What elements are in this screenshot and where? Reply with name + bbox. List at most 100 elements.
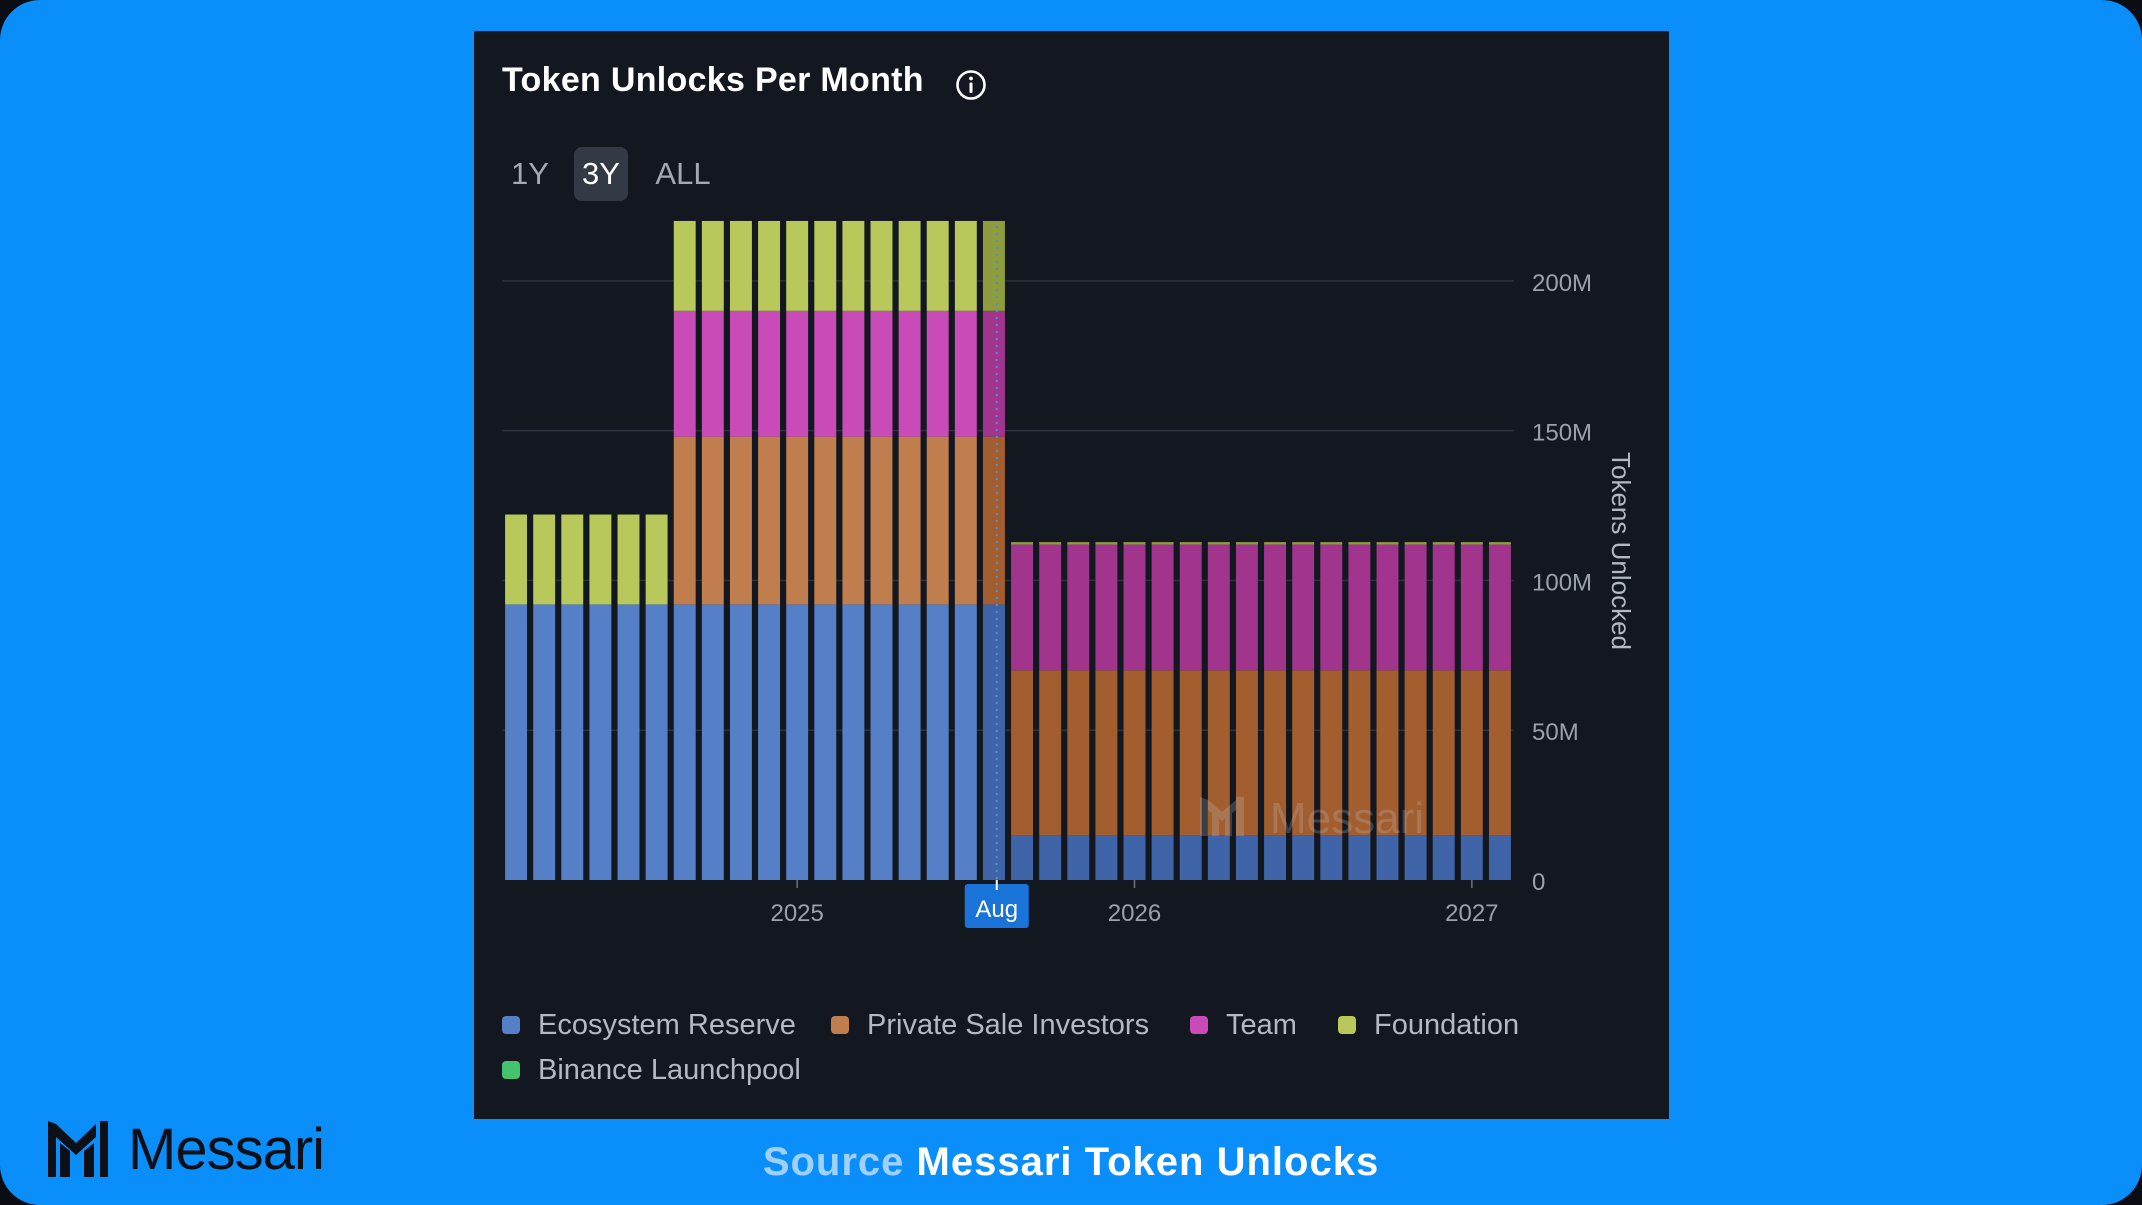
x-tick-label: 2026 (1108, 900, 1161, 927)
bar-segment (898, 436, 921, 605)
bar-segment (1264, 835, 1287, 880)
legend-item-foundation[interactable]: Foundation (1338, 1007, 1519, 1043)
bar-segment (1432, 670, 1455, 836)
bar-segment (1264, 670, 1287, 836)
legend-label: Binance Launchpool (538, 1053, 801, 1086)
bar-segment (645, 514, 668, 605)
source-name[interactable]: Messari Token Unlocks (916, 1140, 1380, 1184)
bar-segment (898, 604, 921, 880)
legend-item-team[interactable]: Team (1190, 1007, 1297, 1043)
y-tick-label: 0 (1532, 869, 1545, 896)
bar-segment (926, 310, 949, 437)
bar-segment (982, 220, 1005, 311)
bar-segment (786, 220, 809, 311)
bar-segment (842, 604, 865, 880)
bar-segment (954, 436, 977, 605)
bar-segment (842, 220, 865, 311)
legend-item-ecosystem-reserve[interactable]: Ecosystem Reserve (502, 1007, 796, 1043)
stacked-bar-chart: 0 50M 100M 150M 200M Tokens Unlocked 2025 2026 2… (502, 220, 1636, 928)
bar-segment (1207, 542, 1230, 545)
bar-segment (926, 604, 949, 880)
legend-label: Team (1226, 1008, 1297, 1041)
legend-label: Foundation (1374, 1008, 1520, 1041)
source-caption: Source Messari Token Unlocks (0, 1140, 2142, 1185)
legend-item-binance-launchpool[interactable]: Binance Launchpool (502, 1052, 801, 1088)
bar-segment (1488, 542, 1511, 545)
bar-segment (1151, 542, 1174, 545)
bar-segment (1039, 542, 1062, 545)
bar-segment (701, 604, 724, 880)
range-3y-button[interactable]: 3Y (574, 147, 628, 201)
y-axis-title: Tokens Unlocked (1606, 452, 1636, 650)
bar-segment (1179, 542, 1202, 545)
bar-segment (673, 604, 696, 880)
bar-segment (645, 604, 668, 880)
bar-segment (1432, 544, 1455, 671)
bar-segment (729, 604, 752, 880)
bar-segment (1095, 670, 1118, 836)
bar-segment (1264, 542, 1287, 545)
bar-segment (1292, 542, 1315, 545)
y-tick-label: 150M (1532, 420, 1592, 447)
bar-segment (1235, 544, 1258, 671)
bar-segment (814, 220, 837, 311)
bar-segment (1292, 544, 1315, 671)
bar-segment (1292, 670, 1315, 836)
bar-segment (982, 310, 1005, 437)
bar-segment (1460, 670, 1483, 836)
bar-segment (701, 220, 724, 311)
bar-segment (786, 604, 809, 880)
x-tick-label: 2025 (770, 900, 823, 927)
bar-segment (814, 436, 837, 605)
bar-segment (1151, 835, 1174, 880)
bar-segment (1039, 544, 1062, 671)
y-tick-label: 50M (1532, 719, 1579, 746)
current-date-badge (964, 884, 1029, 928)
legend-item-private-sale-investors[interactable]: Private Sale Investors (831, 1007, 1149, 1043)
bar-segment (1151, 670, 1174, 836)
bar-segment (1460, 835, 1483, 880)
bar-segment (1348, 544, 1371, 671)
bar-segment (589, 514, 612, 605)
bar-segment (1011, 542, 1034, 545)
range-all-button[interactable]: ALL (655, 156, 711, 191)
bar-segment (1095, 835, 1118, 880)
y-tick-label: 100M (1532, 569, 1592, 596)
bar-segment (1320, 544, 1343, 671)
chart-title: Token Unlocks Per Month (502, 61, 924, 99)
bar-segment (1376, 544, 1399, 671)
bar-segment (898, 310, 921, 437)
bar-segment (786, 310, 809, 437)
bar-segment (1123, 542, 1146, 545)
bar-segment (505, 604, 528, 880)
chart-card: Token Unlocks Per Month 1Y 3Y ALL 0 50M 10… (474, 31, 1669, 1119)
bar-segment (589, 604, 612, 880)
bar-segment (1432, 835, 1455, 880)
bar-segment (926, 220, 949, 311)
bar-segment (1067, 670, 1090, 836)
bar-segment (954, 310, 977, 437)
bar-segment (1320, 670, 1343, 836)
bar-segment (842, 436, 865, 605)
bar-segment (1488, 670, 1511, 836)
bar-segment (758, 220, 781, 311)
bar-segment (673, 310, 696, 437)
info-icon[interactable] (954, 68, 988, 102)
range-1y-button[interactable]: 1Y (511, 156, 549, 191)
bar-segment (1039, 670, 1062, 836)
bar-segment (870, 310, 893, 437)
messari-brand: Messari (48, 1117, 325, 1182)
bar-segment (982, 436, 1005, 605)
bar-segment (898, 220, 921, 311)
bar-segment (533, 514, 556, 605)
bar-segment (1348, 542, 1371, 545)
bar-segment (1207, 835, 1230, 880)
bar-segment (982, 604, 1005, 880)
bar-segment (1376, 542, 1399, 545)
bar-segment (617, 604, 640, 880)
bar-segment (1348, 835, 1371, 880)
bar-segment (1404, 544, 1427, 671)
legend-label: Private Sale Investors (867, 1008, 1150, 1041)
bar-segment (758, 604, 781, 880)
